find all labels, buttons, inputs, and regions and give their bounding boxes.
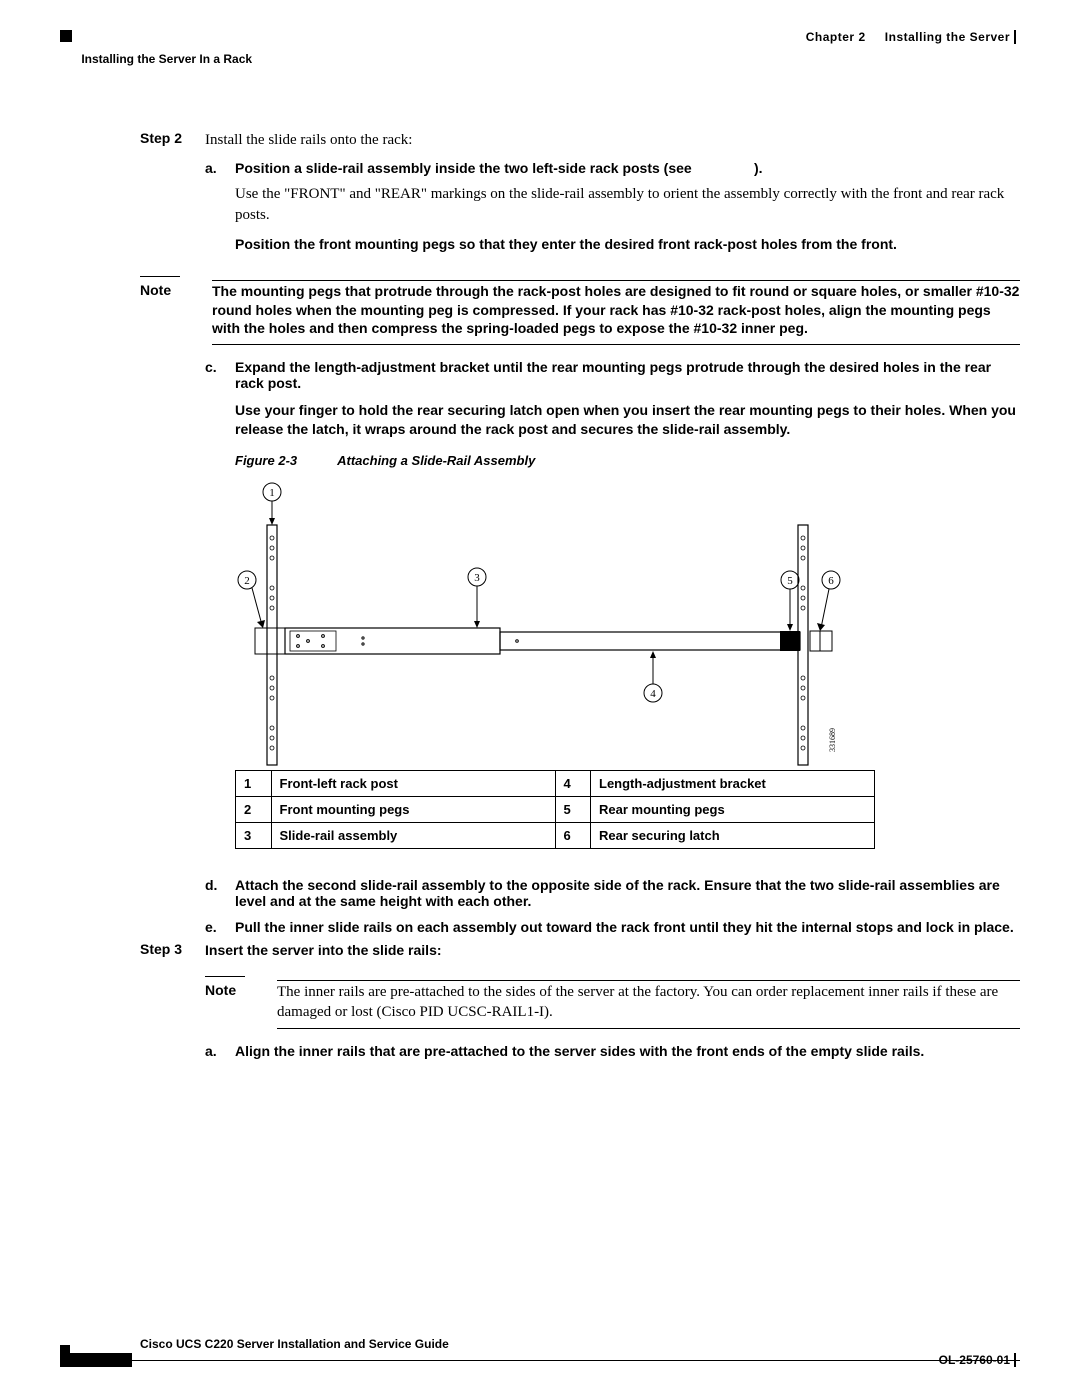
key-1-num: 1 bbox=[236, 771, 272, 797]
step2-d-title: Attach the second slide-rail assembly to… bbox=[235, 877, 1020, 909]
figure-key-table: 1 Front-left rack post 4 Length-adjustme… bbox=[235, 770, 875, 849]
step2-c-p1: Use your finger to hold the rear securin… bbox=[235, 401, 1020, 439]
note1-text: The mounting pegs that protrude through … bbox=[212, 282, 1020, 339]
key-1-text: Front-left rack post bbox=[271, 771, 555, 797]
table-row: 1 Front-left rack post 4 Length-adjustme… bbox=[236, 771, 875, 797]
step2-a-title-end: ). bbox=[754, 160, 763, 176]
key-3-num: 3 bbox=[236, 823, 272, 849]
step2-e: e. Pull the inner slide rails on each as… bbox=[205, 919, 1020, 935]
key-5-num: 5 bbox=[555, 797, 591, 823]
key-6-text: Rear securing latch bbox=[591, 823, 875, 849]
header-right: Chapter 2 Installing the Server bbox=[806, 30, 1020, 44]
key-5-text: Rear mounting pegs bbox=[591, 797, 875, 823]
svg-text:6: 6 bbox=[828, 575, 834, 587]
step-3: Step 3 Insert the server into the slide … bbox=[140, 941, 1020, 1065]
step2-c-marker: c. bbox=[205, 359, 235, 439]
key-6-num: 6 bbox=[555, 823, 591, 849]
step-2: Step 2 Install the slide rails onto the … bbox=[140, 130, 1020, 260]
figure-caption: Figure 2-3 Attaching a Slide-Rail Assemb… bbox=[235, 453, 1020, 468]
step2-a-title: Position a slide-rail assembly inside th… bbox=[235, 160, 692, 176]
key-2-text: Front mounting pegs bbox=[271, 797, 555, 823]
svg-text:331689: 331689 bbox=[828, 728, 837, 752]
step2-c-title: Expand the length-adjustment bracket unt… bbox=[235, 359, 991, 391]
note2-text: The inner rails are pre-attached to the … bbox=[277, 982, 1020, 1023]
main-content: Step 2 Install the slide rails onto the … bbox=[140, 130, 1020, 1065]
step3-a: a. Align the inner rails that are pre-at… bbox=[205, 1043, 1020, 1059]
chapter-label: Chapter 2 bbox=[806, 30, 866, 44]
step2-a-p2: Position the front mounting pegs so that… bbox=[235, 235, 1020, 254]
svg-text:4: 4 bbox=[650, 688, 656, 700]
step-3-label: Step 3 bbox=[140, 941, 205, 1065]
svg-text:1: 1 bbox=[269, 487, 275, 499]
key-4-num: 4 bbox=[555, 771, 591, 797]
footer: Cisco UCS C220 Server Installation and S… bbox=[60, 1337, 1020, 1367]
step2-d: d. Attach the second slide-rail assembly… bbox=[205, 877, 1020, 909]
header-left-section: Installing the Server In a Rack bbox=[60, 52, 252, 66]
step-2-label: Step 2 bbox=[140, 130, 205, 260]
note1-label: Note bbox=[140, 282, 212, 339]
key-3-text: Slide-rail assembly bbox=[271, 823, 555, 849]
header-marker-box bbox=[60, 30, 72, 42]
key-2-num: 2 bbox=[236, 797, 272, 823]
step2-d-marker: d. bbox=[205, 877, 235, 909]
step2-e-marker: e. bbox=[205, 919, 235, 935]
svg-text:5: 5 bbox=[787, 575, 793, 587]
section-title: Installing the Server In a Rack bbox=[81, 52, 252, 66]
step2-c: c. Expand the length-adjustment bracket … bbox=[205, 359, 1020, 439]
note2-label: Note bbox=[205, 982, 277, 1023]
table-row: 2 Front mounting pegs 5 Rear mounting pe… bbox=[236, 797, 875, 823]
footer-guide-title: Cisco UCS C220 Server Installation and S… bbox=[140, 1337, 1020, 1351]
step2-a: a. Position a slide-rail assembly inside… bbox=[205, 160, 1020, 253]
step3-a-title: Align the inner rails that are pre-attac… bbox=[235, 1043, 1020, 1059]
footer-doc-number: OL-25760-01 bbox=[939, 1353, 1020, 1367]
step-3-intro: Insert the server into the slide rails: bbox=[205, 941, 1020, 960]
step2-a-p1: Use the "FRONT" and "REAR" markings on t… bbox=[235, 184, 1020, 225]
figure-label: Figure 2-3 bbox=[235, 453, 297, 468]
chapter-title: Installing the Server bbox=[885, 30, 1010, 44]
footer-rule bbox=[132, 1360, 1020, 1361]
key-4-text: Length-adjustment bracket bbox=[591, 771, 875, 797]
table-row: 3 Slide-rail assembly 6 Rear securing la… bbox=[236, 823, 875, 849]
step2-e-title: Pull the inner slide rails on each assem… bbox=[235, 919, 1020, 935]
step-2-intro: Install the slide rails onto the rack: bbox=[205, 130, 1020, 150]
step3-a-marker: a. bbox=[205, 1043, 235, 1059]
figure-title: Attaching a Slide-Rail Assembly bbox=[337, 453, 535, 468]
svg-text:3: 3 bbox=[474, 572, 480, 584]
step2-a-marker: a. bbox=[205, 160, 235, 253]
note-2: Note The inner rails are pre-attached to… bbox=[205, 976, 1020, 1030]
footer-black-block bbox=[60, 1353, 132, 1367]
figure-diagram: 1 2 3 4 5 6 331689 bbox=[235, 480, 875, 770]
svg-text:2: 2 bbox=[244, 575, 250, 587]
note-1: Note The mounting pegs that protrude thr… bbox=[140, 276, 1020, 346]
